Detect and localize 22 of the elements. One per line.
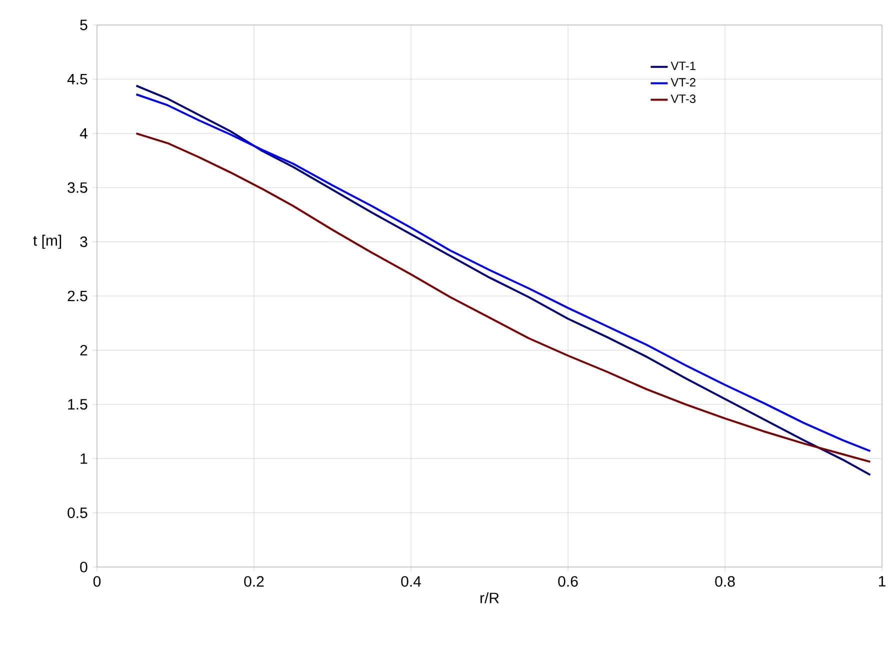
x-tick-label: 0.6 [558,576,578,587]
x-tick-label: 0.4 [401,576,421,587]
y-tick-label: 4.5 [67,74,88,84]
y-tick-label: 3.5 [68,182,88,193]
y-tick-label: 1.5 [68,399,88,410]
y-axis-title: t [m] [33,234,62,249]
x-axis-title: r/R [480,592,499,604]
y-tick-label: 5 [80,20,88,30]
x-tick-label: 0.2 [244,576,264,587]
x-tick-label: 0.8 [715,576,735,587]
legend-label: VT-1 [670,62,696,70]
y-tick-label: 2.5 [68,290,88,302]
legend-label: VT-3 [670,94,696,104]
legend-label: VT-2 [670,78,696,86]
y-tick-label: 3 [80,236,88,248]
y-tick-label: 1 [80,453,88,464]
x-tick-label: 1 [878,576,886,586]
y-tick-label: 4 [80,128,88,139]
y-tick-label: 0 [80,562,88,572]
y-tick-label: 0.5 [68,507,88,518]
y-tick-label: 2 [80,344,88,356]
x-tick-label: 0 [93,576,101,587]
